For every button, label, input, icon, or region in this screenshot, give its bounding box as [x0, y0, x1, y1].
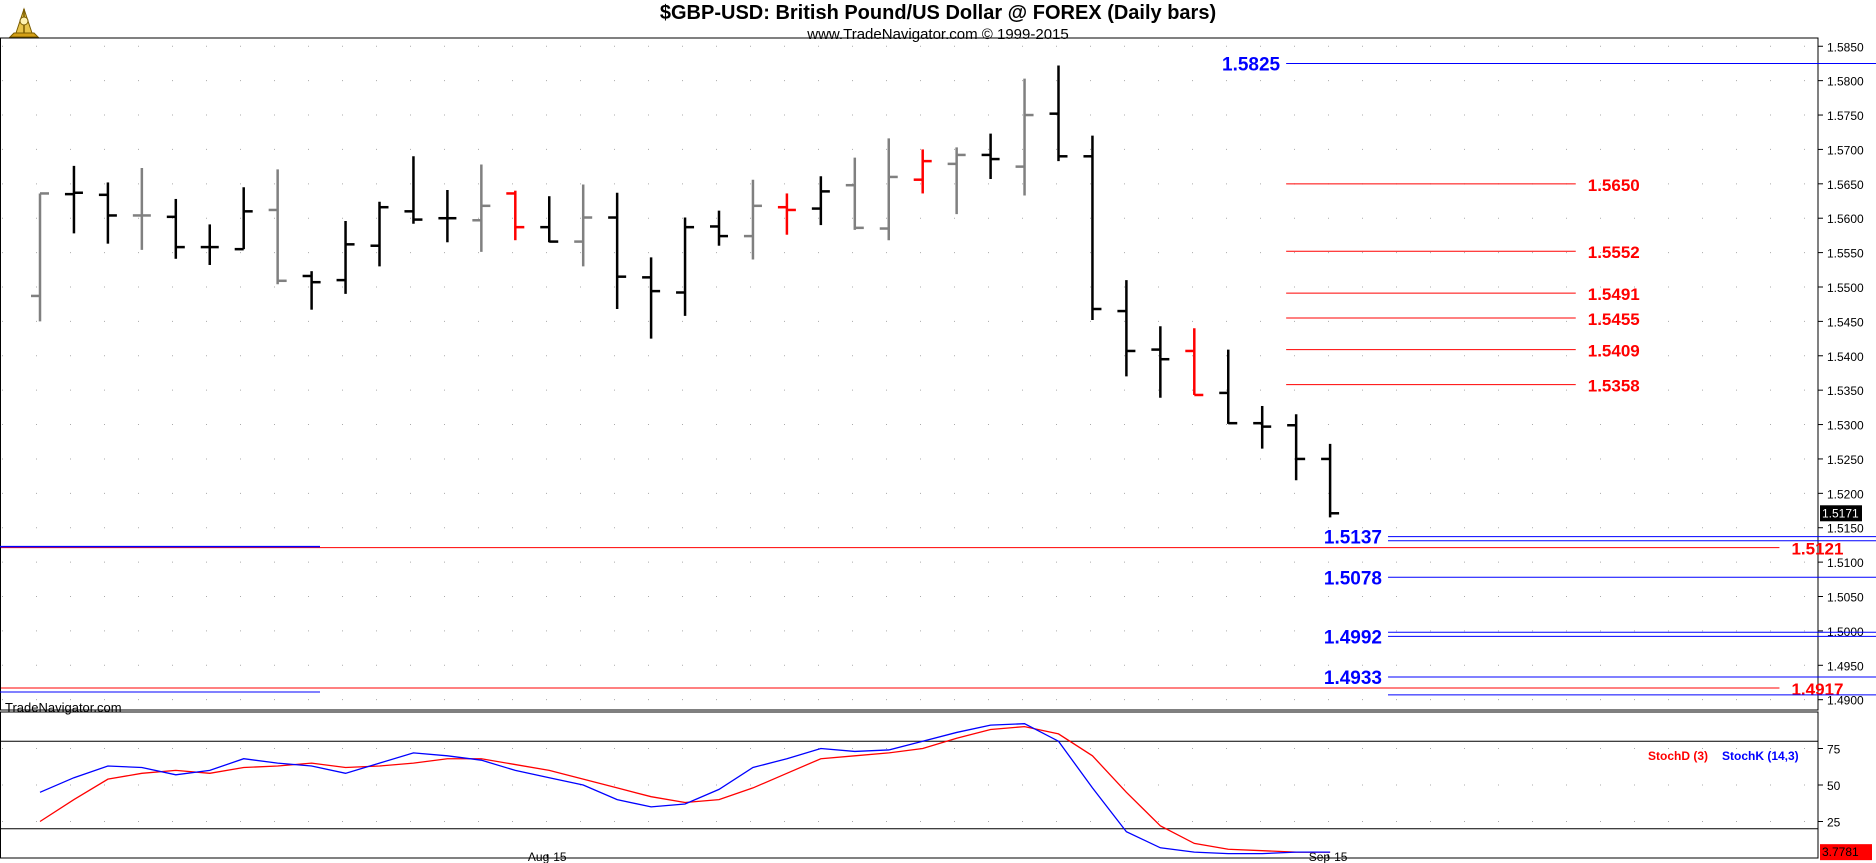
price-tick-label: 1.5450: [1827, 315, 1864, 329]
stoch-tick-label: 75: [1827, 743, 1841, 757]
level-label: 1.5825: [1222, 54, 1281, 75]
level-label: 1.4992: [1324, 627, 1382, 648]
price-tick-label: 1.5750: [1827, 109, 1864, 123]
price-grid: [2, 45, 1818, 822]
level-label: 1.5455: [1588, 310, 1640, 329]
level-label: 1.5552: [1588, 243, 1640, 262]
price-tick-label: 1.5650: [1827, 178, 1864, 192]
level-label: 1.5491: [1588, 285, 1640, 304]
price-tick-label: 1.5100: [1827, 556, 1864, 570]
price-tick-label: 1.5700: [1827, 143, 1864, 157]
price-tick-label: 1.5350: [1827, 384, 1864, 398]
last-price-label: 1.5171: [1822, 506, 1859, 520]
stoch-tick-label: 50: [1827, 779, 1841, 793]
price-tick-label: 1.5550: [1827, 247, 1864, 261]
price-tick-label: 1.4900: [1827, 694, 1864, 708]
levels: 1.5825 1.5650 1.5552 1.5491 1.5455 1.5409 1.53…: [0, 54, 1876, 699]
price-tick-label: 1.4950: [1827, 659, 1864, 673]
price-panel-frame: [0, 37, 1819, 711]
stoch-last-label: 3.7781: [1822, 845, 1859, 859]
stoch-series-d: [39, 725, 1331, 853]
price-tick-label: 1.5300: [1827, 419, 1864, 433]
price-axis: 1.5850 1.5800 1.5750 1.5700 1.5650 1.5600 1.55…: [1818, 40, 1864, 708]
chart-subtitle: www.TradeNavigator.com © 1999-2015: [807, 26, 1069, 43]
stoch-axis: 75 50 25 3.7781: [0, 740, 1872, 861]
stoch-tick-label: 25: [1827, 816, 1841, 830]
price-tick-label: 1.5850: [1827, 40, 1864, 54]
stoch-last-box: [1820, 844, 1872, 861]
trade-navigator-logo-icon[interactable]: [4, 3, 44, 43]
level-label: 1.5358: [1588, 377, 1640, 396]
stoch-series-k: [39, 723, 1331, 855]
legend-stoch-d[interactable]: StochD (3): [1648, 749, 1708, 763]
level-label: 1.5121: [1791, 540, 1843, 559]
ohlc-bars: [31, 65, 1340, 518]
last-price-box: [1820, 505, 1862, 522]
chart-title: $GBP-USD: British Pound/US Dollar @ FORE…: [659, 2, 1217, 24]
price-tick-label: 1.5200: [1827, 487, 1864, 501]
stoch-panel-frame: [0, 711, 1819, 859]
level-label: 1.5078: [1324, 568, 1382, 589]
stoch-lines: [39, 723, 1331, 855]
price-tick-label: 1.5150: [1827, 522, 1864, 536]
level-label: 1.5409: [1588, 342, 1640, 361]
level-label: 1.5650: [1588, 176, 1640, 195]
price-tick-label: 1.5500: [1827, 281, 1864, 295]
price-tick-label: 1.5400: [1827, 350, 1864, 364]
price-tick-label: 1.5050: [1827, 591, 1864, 605]
level-label: 1.5137: [1324, 528, 1382, 549]
level-label: 1.4933: [1324, 668, 1382, 689]
price-tick-label: 1.5600: [1827, 212, 1864, 226]
price-tick-label: 1.5800: [1827, 75, 1864, 89]
price-tick-label: 1.5250: [1827, 453, 1864, 467]
level-label: 1.4917: [1791, 680, 1843, 699]
watermark-label: TradeNavigator.com: [5, 700, 122, 715]
legend-stoch-k[interactable]: StochK (14,3): [1722, 749, 1799, 763]
